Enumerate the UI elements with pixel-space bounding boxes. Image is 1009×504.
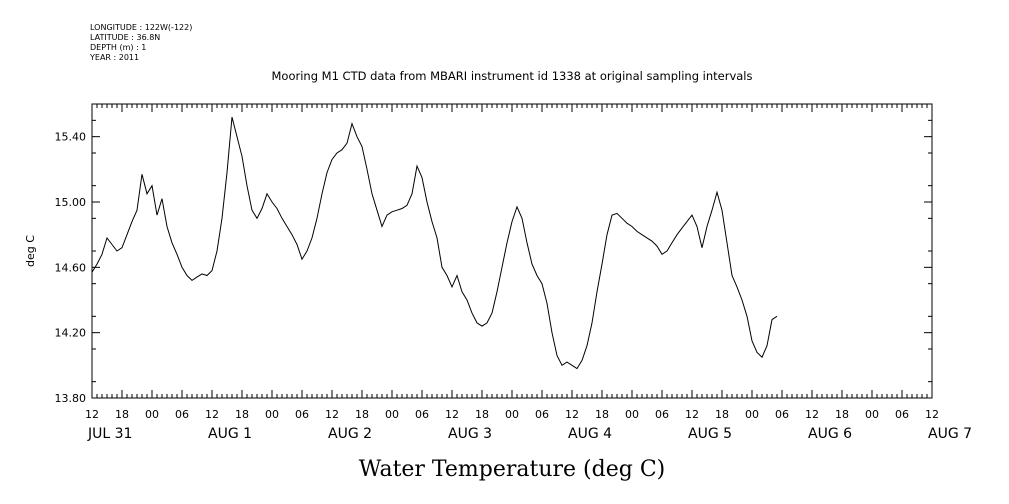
x-hour-label: 12 — [445, 408, 459, 421]
longitude-text: LONGITUDE : 122W(-122) — [90, 23, 192, 32]
depth-text: DEPTH (m) : 1 — [90, 43, 146, 52]
y-axis-label: deg C — [24, 235, 37, 267]
x-hour-label: 12 — [325, 408, 339, 421]
x-hour-label: 12 — [85, 408, 99, 421]
x-day-label: AUG 5 — [688, 426, 732, 442]
y-tick-label: 13.80 — [55, 392, 87, 405]
x-day-label: AUG 4 — [568, 426, 612, 442]
x-hour-label: 18 — [235, 408, 249, 421]
y-tick-label: 14.60 — [55, 261, 87, 274]
latitude-text: LATITUDE : 36.8N — [90, 33, 160, 42]
x-hour-label: 06 — [775, 408, 789, 421]
x-hour-label: 06 — [535, 408, 549, 421]
x-hour-label: 06 — [295, 408, 309, 421]
x-hour-label: 18 — [115, 408, 129, 421]
x-hour-label: 06 — [655, 408, 669, 421]
x-day-label: AUG 6 — [808, 426, 852, 442]
x-hour-label: 18 — [715, 408, 729, 421]
x-day-label: AUG 3 — [448, 426, 492, 442]
x-axis-label: Water Temperature (deg C) — [359, 457, 666, 482]
x-axis: 12 18 00 06 12 18 00 06 12 18 00 06 12 18 00 06 12 18 00 06… — [85, 104, 972, 442]
y-tick-label: 15.40 — [55, 131, 87, 144]
x-hour-label: 00 — [145, 408, 159, 421]
chart-title: Mooring M1 CTD data from MBARI instrumen… — [272, 69, 753, 83]
x-hour-label: 06 — [415, 408, 429, 421]
x-hour-label: 18 — [475, 408, 489, 421]
x-day-label: AUG 1 — [208, 426, 252, 442]
x-hour-label: 06 — [175, 408, 189, 421]
x-hour-label: 00 — [505, 408, 519, 421]
x-hour-label: 06 — [895, 408, 909, 421]
x-hour-label: 00 — [745, 408, 759, 421]
x-day-label: AUG 7 — [928, 426, 972, 442]
x-hour-label: 12 — [565, 408, 579, 421]
x-hour-label: 12 — [205, 408, 219, 421]
x-hour-label: 18 — [835, 408, 849, 421]
x-day-label: AUG 2 — [328, 426, 372, 442]
x-axis-minor-ticks — [96, 104, 928, 398]
x-hour-label: 00 — [265, 408, 279, 421]
x-hour-label: 18 — [355, 408, 369, 421]
x-hour-label: 12 — [805, 408, 819, 421]
x-hour-label: 00 — [865, 408, 879, 421]
y-tick-label: 15.00 — [55, 196, 87, 209]
x-hour-label: 00 — [625, 408, 639, 421]
plot-frame — [91, 103, 933, 399]
x-hour-label: 18 — [595, 408, 609, 421]
y-axis: 13.80 14.20 14.60 15.00 15.40 — [55, 119, 932, 405]
x-hour-label: 12 — [925, 408, 939, 421]
year-text: YEAR : 2011 — [89, 53, 139, 62]
x-hour-label: 12 — [685, 408, 699, 421]
y-tick-label: 14.20 — [55, 327, 87, 340]
series-line — [91, 116, 778, 370]
x-hour-label: 00 — [385, 408, 399, 421]
x-day-label: JUL 31 — [87, 426, 132, 442]
metadata-block: LONGITUDE : 122W(-122) LATITUDE : 36.8N … — [89, 23, 192, 62]
